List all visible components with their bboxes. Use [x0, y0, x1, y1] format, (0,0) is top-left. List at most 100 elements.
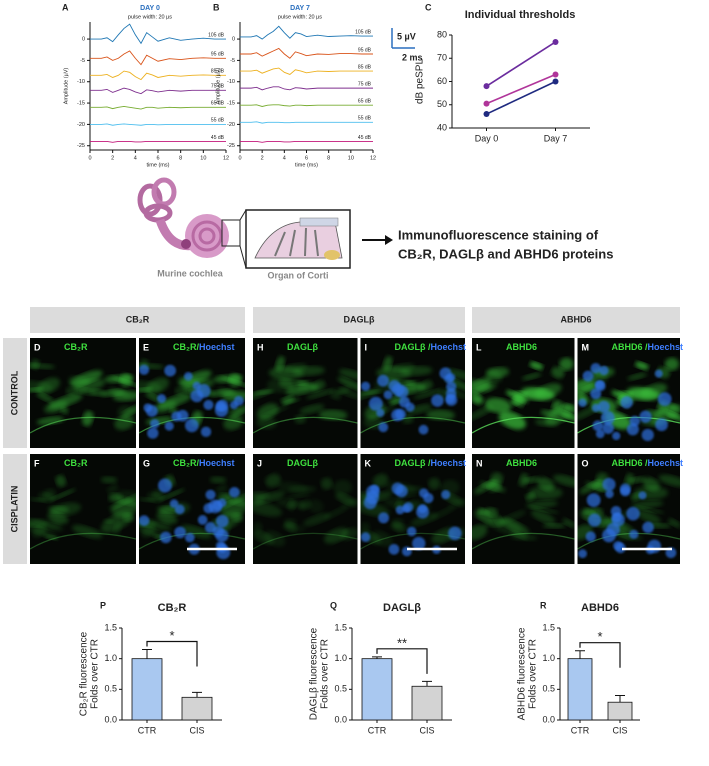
nucleus [229, 486, 240, 498]
green-signal [103, 519, 114, 524]
nucleus [184, 532, 195, 543]
marker-label: DAGLβ [287, 342, 318, 352]
series-line [486, 80, 556, 115]
chart-title: Individual thresholds [465, 9, 576, 21]
green-signal [156, 506, 178, 514]
green-signal [108, 493, 123, 503]
green-signal [330, 390, 342, 400]
x-tick-label: 8 [327, 155, 330, 161]
fluorescence-signal [253, 356, 358, 434]
nucleus [399, 396, 411, 408]
chart-title: DAY 7 [290, 5, 310, 12]
nucleus [587, 513, 602, 527]
stain-label: CB₂R/Hoechst [173, 342, 235, 352]
series-line [240, 121, 373, 124]
bar [411, 685, 443, 721]
green-signal [106, 484, 119, 493]
green-signal [484, 520, 506, 528]
x-tick-label: CIS [419, 725, 434, 735]
y-axis-label: Folds over CTR [320, 639, 331, 709]
nucleus [448, 526, 462, 541]
series-line [240, 25, 373, 40]
green-signal [579, 479, 604, 494]
marker-label: CB₂R [64, 342, 88, 352]
nucleus [147, 427, 159, 439]
scale-label: 5 µV [397, 31, 416, 41]
x-tick-label: 0 [238, 155, 241, 161]
green-signal [253, 491, 285, 504]
green-signal [71, 524, 103, 539]
nucleus [445, 388, 457, 400]
green-fiber [577, 532, 680, 550]
green-signal [528, 486, 563, 500]
green-signal [338, 368, 358, 380]
nucleus [641, 428, 654, 442]
fluorescence-signal [472, 472, 575, 550]
series-label: 85 dB [358, 64, 372, 70]
panel-letter: A [62, 2, 69, 12]
green-signal [253, 530, 275, 545]
y-tick-label: 0.5 [104, 684, 117, 694]
nucleus [654, 369, 663, 378]
counterstain-label: Hoechst [199, 458, 235, 468]
significance-bracket [579, 642, 621, 668]
x-tick-label: 2 [261, 155, 264, 161]
error-bar [142, 648, 152, 659]
nucleus [164, 364, 177, 377]
y-tick-label: 80 [437, 29, 447, 39]
nucleus [203, 399, 214, 410]
marker-label: ABHD6 [506, 458, 537, 468]
x-tick-label: 4 [283, 155, 286, 161]
green-signal [104, 374, 134, 383]
green-signal [542, 523, 566, 529]
bar [131, 658, 163, 721]
nucleus [157, 394, 167, 404]
point [483, 100, 490, 107]
marker-label: ABHD6 / [612, 458, 649, 468]
nucleus [377, 374, 390, 387]
nucleus [605, 489, 614, 499]
green-signal [157, 393, 192, 409]
point [552, 38, 559, 45]
series-label: 75 dB [211, 84, 225, 90]
green-signal [388, 395, 402, 405]
green-signal [484, 397, 512, 414]
green-signal [100, 476, 118, 484]
green-signal [112, 490, 136, 505]
scale-bar: 5 µV 2 ms [391, 28, 423, 62]
marker-label: CB₂R/ [173, 342, 199, 352]
y-tick-label: 0.0 [104, 714, 117, 724]
nucleus [169, 499, 179, 508]
green-signal [410, 512, 439, 527]
series-line [240, 67, 373, 75]
nucleus [629, 415, 641, 427]
green-fiber [253, 416, 358, 434]
fluorescence-signal [139, 474, 245, 560]
fluorescence-signal [360, 473, 465, 557]
chart: Q DAGLβ 0.0 0.5 1.0 1.5 CTR CIS DAGLβ fluorescen… [309, 600, 452, 735]
nucleus [611, 512, 622, 523]
x-tick-label: CIS [612, 725, 627, 735]
green-signal [520, 385, 548, 397]
nucleus [606, 522, 620, 537]
nucleus [174, 504, 185, 515]
nucleus [655, 418, 668, 432]
green-signal [340, 527, 358, 541]
green-signal [299, 404, 325, 415]
nucleus [184, 418, 199, 433]
nucleus [586, 493, 601, 508]
green-signal [360, 501, 390, 517]
x-tick-label: 10 [348, 155, 354, 161]
nucleus [590, 388, 602, 400]
y-tick-label: -10 [227, 79, 235, 85]
green-signal [44, 534, 58, 540]
y-axis-label: CB₂R fluorescence [79, 631, 90, 716]
green-signal [43, 488, 56, 500]
micrograph: N ABHD6 [472, 454, 575, 564]
green-signal [306, 388, 335, 399]
green-signal [82, 410, 94, 427]
nucleus [446, 373, 456, 382]
panel-letter: I [365, 342, 368, 352]
